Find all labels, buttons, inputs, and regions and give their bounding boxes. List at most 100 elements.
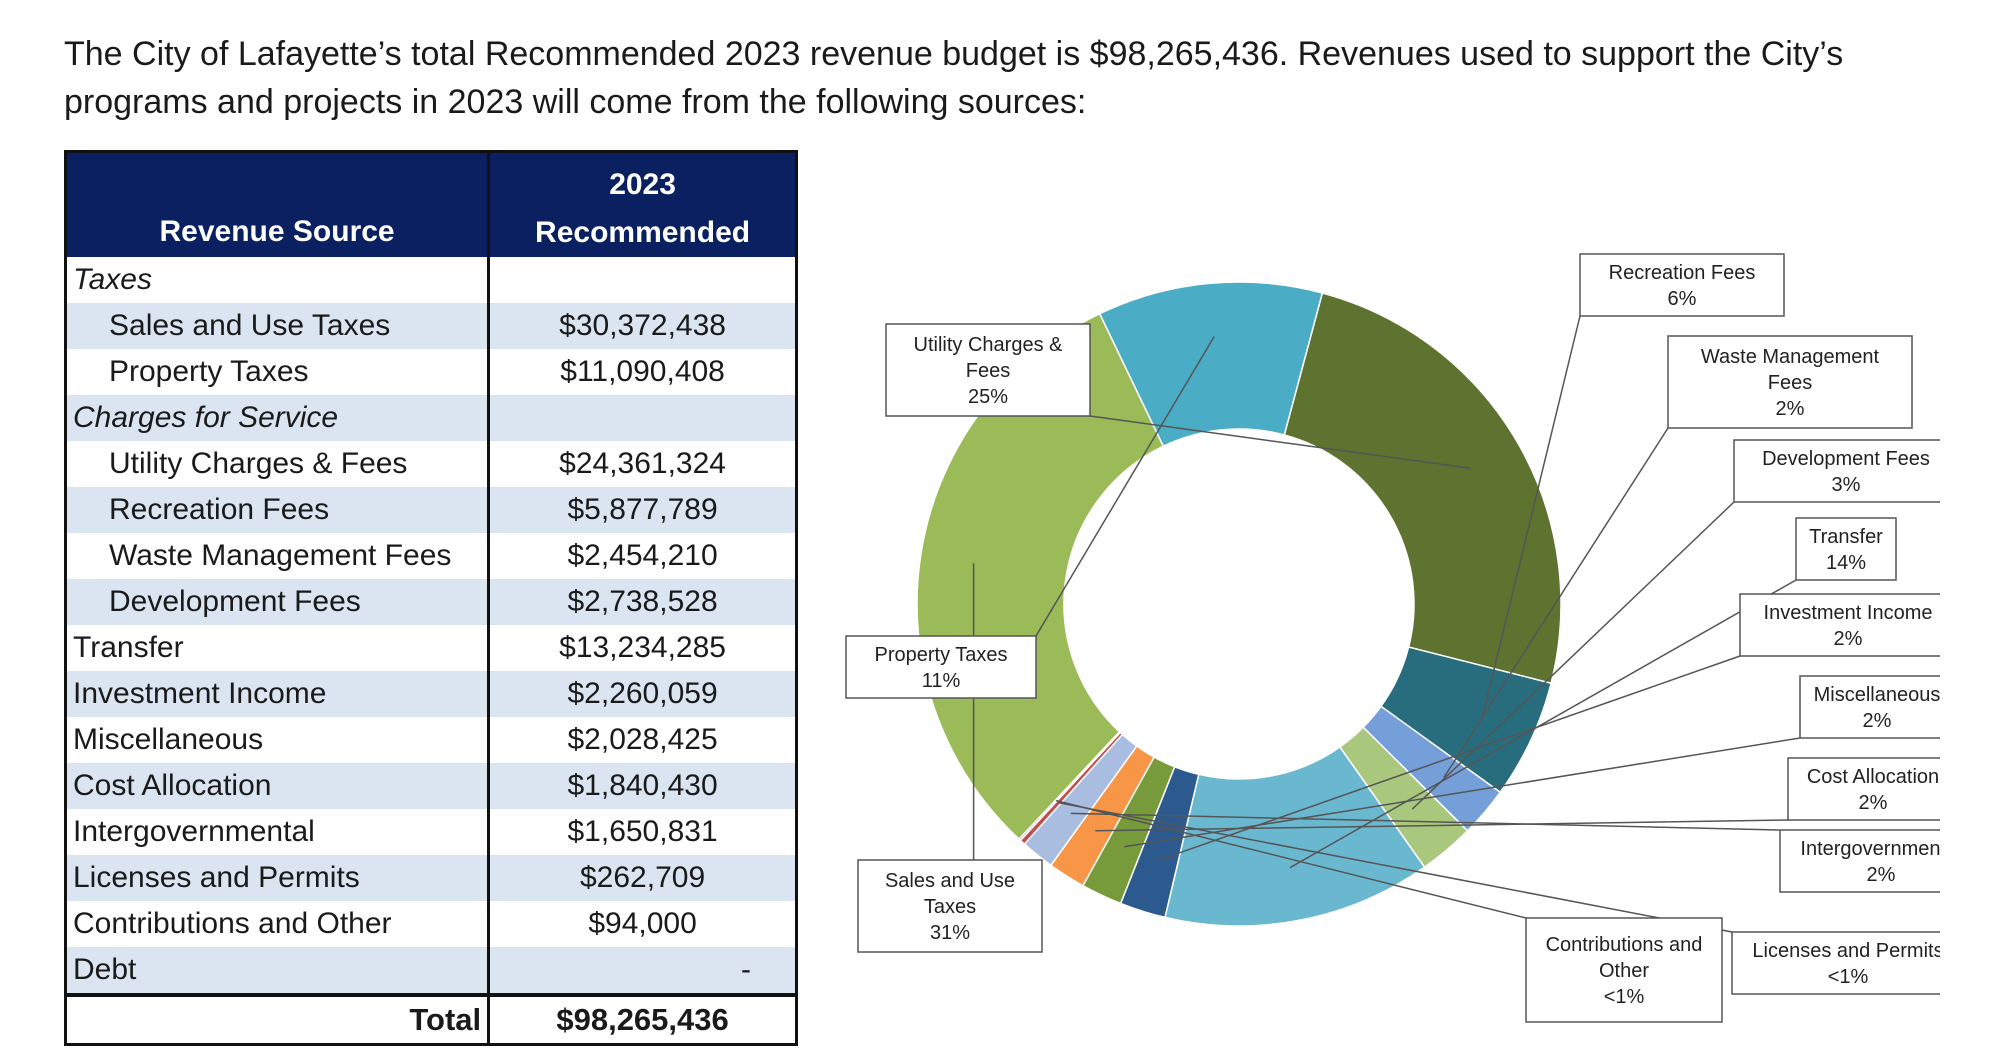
- category-label: Taxes: [73, 263, 152, 296]
- table-row: Intergovernmental $1,650,831: [66, 809, 797, 855]
- callout-label: Development Fees: [1762, 448, 1930, 470]
- callout-leader-line: [1055, 799, 1527, 919]
- callout-leader-line: [1095, 819, 1789, 832]
- callout-label: 6%: [1668, 288, 1697, 310]
- callout-box: [1525, 917, 1723, 1023]
- amount-cell: $2,028,425: [487, 717, 797, 763]
- table-row: Charges for Service: [65, 395, 797, 441]
- callout-label: Contributions and: [1546, 934, 1703, 956]
- table-row: Development Fees $2,738,528: [65, 579, 797, 625]
- callout-label: Utility Charges &: [914, 334, 1064, 356]
- amount-cell: $30,372,438: [487, 303, 797, 349]
- callout-box: [1731, 931, 1940, 995]
- header-2023-recommended: 2023 Recommended: [487, 151, 797, 257]
- intro-paragraph: The City of Lafayette’s total Recommende…: [64, 35, 1844, 121]
- revenue-source-cell: Contributions and Other: [73, 907, 392, 940]
- table-row: Utility Charges & Fees $24,361,324: [66, 441, 797, 487]
- callout-label: Licenses and Permits: [1752, 940, 1940, 962]
- amount-cell: [487, 257, 797, 303]
- amount-cell: $11,090,408: [487, 349, 797, 395]
- callout-label: Fees: [1768, 372, 1812, 394]
- callout-leader-line: [1411, 501, 1735, 810]
- callout-label: <1%: [1828, 966, 1869, 988]
- callout-label: <1%: [1604, 986, 1645, 1008]
- revenue-source-cell: Development Fees: [65, 579, 489, 625]
- callout-leader-line: [1443, 427, 1669, 778]
- callout-leader-line: [1289, 579, 1797, 869]
- callout-box: [1779, 829, 1940, 893]
- callout-box: [1739, 593, 1940, 657]
- table-row: Sales and Use Taxes $30,372,438: [65, 303, 797, 349]
- revenue-source-cell: Sales and Use Taxes: [65, 303, 489, 349]
- callout-label: Taxes: [924, 896, 976, 918]
- callout-label: Intergovernmental: [1800, 838, 1940, 860]
- donut-slice: [1164, 745, 1426, 927]
- table-row: Debt -: [65, 947, 797, 995]
- table-row: Taxes: [66, 257, 797, 303]
- callout-leader-line: [1035, 336, 1215, 637]
- total-amount: $98,265,436: [487, 993, 797, 1045]
- donut-slices: [916, 281, 1562, 927]
- revenue-source-cell: Waste Management Fees: [109, 539, 452, 572]
- callout-label: 2%: [1867, 864, 1896, 886]
- callout-box: [1795, 517, 1897, 581]
- callout-label: 11%: [922, 670, 961, 692]
- callout-leader-line: [1481, 315, 1581, 718]
- callout-label: 2%: [1859, 792, 1888, 814]
- amount-cell: $2,738,528: [487, 579, 797, 625]
- revenue-source-cell: Utility Charges & Fees: [109, 447, 408, 480]
- header-revenue-source: Revenue Source: [65, 151, 489, 257]
- donut-slice: [1283, 292, 1562, 685]
- revenue-source-cell: Debt: [65, 947, 489, 995]
- amount-cell: $24,361,324: [487, 441, 797, 487]
- table-header-row: Revenue Source 2023 Recommended: [65, 151, 797, 257]
- amount-cell: [487, 395, 797, 441]
- amount-cell: $1,650,831: [487, 809, 797, 855]
- callout-box: [1799, 675, 1940, 739]
- revenue-source-cell: Recreation Fees: [65, 487, 489, 533]
- total-label: Total: [65, 993, 489, 1045]
- header-year: 2023: [609, 168, 676, 201]
- callout-label: Recreation Fees: [1609, 262, 1756, 284]
- callout-label: 25%: [968, 386, 1008, 408]
- table-row: Contributions and Other $94,000: [66, 901, 797, 947]
- table-row: Recreation Fees $5,877,789: [65, 487, 797, 533]
- callout-box: [1579, 253, 1785, 317]
- callout-label: 14%: [1826, 552, 1866, 574]
- amount-cell: $1,840,430: [487, 763, 797, 809]
- revenue-source-cell: Property Taxes: [109, 355, 309, 388]
- callout-label: 31%: [930, 922, 970, 944]
- revenue-source-cell: Miscellaneous: [73, 723, 264, 756]
- amount-cell: $5,877,789: [487, 487, 797, 533]
- category-label: Charges for Service: [65, 395, 489, 441]
- callout-label: 2%: [1834, 628, 1863, 650]
- callout-label: Miscellaneous: [1814, 684, 1940, 706]
- amount-cell: $2,454,210: [487, 533, 797, 579]
- callout-leader-line: [1070, 812, 1781, 831]
- amount-cell: $94,000: [487, 901, 797, 947]
- table-row: Miscellaneous $2,028,425: [66, 717, 797, 763]
- callouts: Utility Charges & Fees 25% Recreation Fees 6…: [845, 253, 1940, 1023]
- callout-label: Investment Income: [1764, 602, 1933, 624]
- callout-box: [857, 859, 1043, 953]
- amount-cell: $262,709: [487, 855, 797, 901]
- header-recommended: Recommended: [535, 216, 751, 249]
- callout-box: [885, 323, 1091, 417]
- revenue-source-cell: Transfer: [73, 631, 184, 664]
- revenue-source-cell: Cost Allocation: [65, 763, 489, 809]
- callout-label: Sales and Use: [885, 870, 1015, 892]
- callout-label: 2%: [1863, 710, 1892, 732]
- callout-label: Property Taxes: [874, 644, 1007, 666]
- table-row: Cost Allocation $1,840,430: [65, 763, 797, 809]
- table-row: Licenses and Permits $262,709: [65, 855, 797, 901]
- table-row: Property Taxes $11,090,408: [66, 349, 797, 395]
- callout-label: Cost Allocation: [1807, 766, 1939, 788]
- amount-cell: $13,234,285: [487, 625, 797, 671]
- table-row: Investment Income $2,260,059: [65, 671, 797, 717]
- callout-box: [845, 635, 1037, 699]
- callout-box: [1787, 757, 1940, 821]
- callout-label: 3%: [1832, 474, 1861, 496]
- table-row: Waste Management Fees $2,454,210: [66, 533, 797, 579]
- table-row: Transfer $13,234,285: [66, 625, 797, 671]
- callout-label: Fees: [966, 360, 1010, 382]
